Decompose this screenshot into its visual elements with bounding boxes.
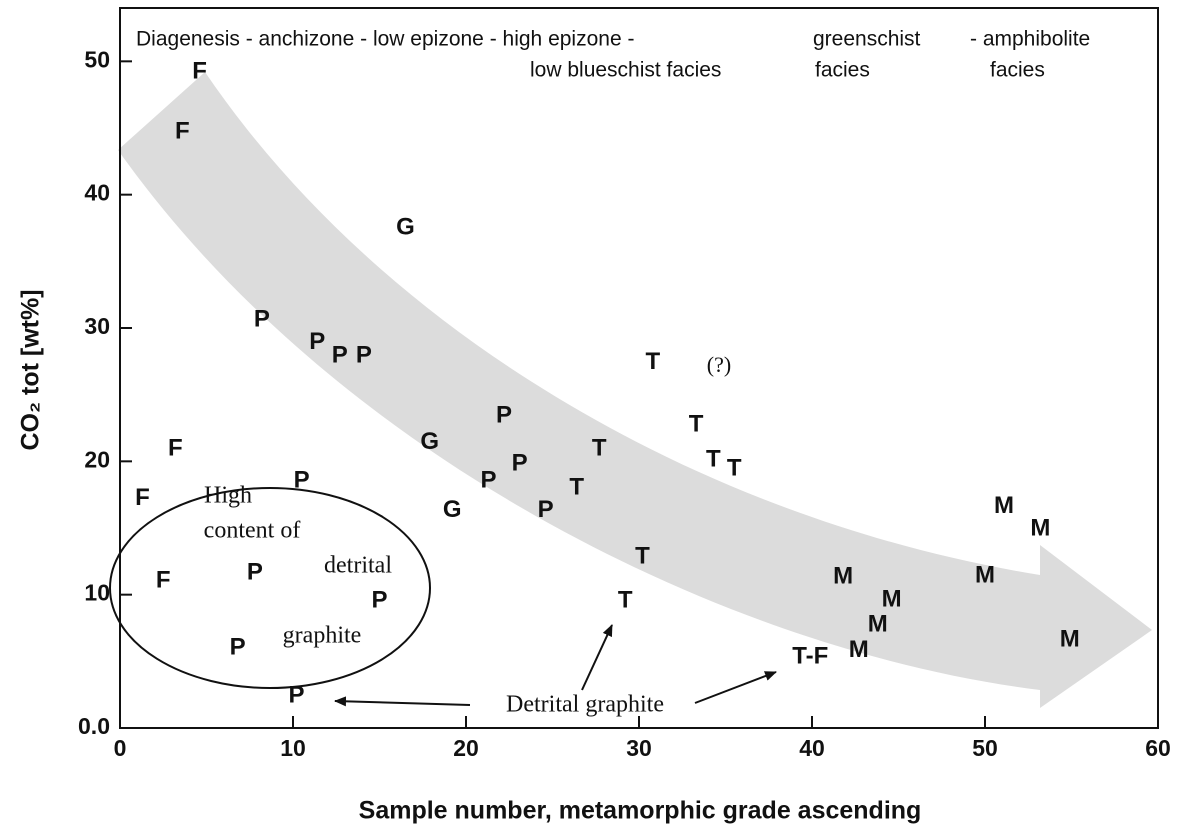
- point-marker: F: [192, 57, 207, 84]
- annotation: High: [204, 483, 252, 509]
- point-marker: M: [849, 636, 869, 663]
- point-marker: T: [569, 473, 584, 500]
- y-tick-label: 50: [84, 46, 110, 72]
- point-marker: P: [480, 467, 496, 494]
- annotation: detrital: [324, 553, 392, 579]
- graphite-ellipse: [109, 487, 431, 689]
- annotation: (?): [707, 352, 731, 377]
- point-marker: G: [420, 428, 439, 455]
- point-marker: P: [254, 305, 270, 332]
- point-marker: P: [356, 341, 372, 368]
- pointer-arrow: [334, 696, 471, 707]
- point-marker: F: [135, 484, 150, 511]
- point-marker: F: [168, 435, 183, 462]
- y-tick-label: 30: [84, 313, 110, 339]
- point-marker: T: [689, 411, 704, 438]
- point-marker: P: [332, 341, 348, 368]
- annotation: greenschist: [813, 28, 921, 51]
- y-tick-label: 20: [84, 446, 110, 472]
- y-tick-label: 0.0: [78, 713, 110, 739]
- point-marker: T: [592, 435, 607, 462]
- point-marker: T: [706, 445, 721, 472]
- annotation: - amphibolite: [970, 28, 1090, 51]
- pointer-arrow: [581, 624, 613, 691]
- point-marker: M: [994, 492, 1014, 519]
- y-tick-label: 10: [84, 580, 110, 606]
- point-marker: P: [309, 328, 325, 355]
- point-marker: M: [975, 561, 995, 588]
- point-marker: P: [512, 449, 528, 476]
- y-axis-label: CO₂ tot [wt%]: [17, 289, 45, 450]
- x-tick-label: 0: [114, 735, 127, 761]
- point-marker: M: [1030, 515, 1050, 542]
- point-marker: F: [156, 567, 171, 594]
- annotation: low blueschist facies: [530, 59, 721, 82]
- pointer-arrow: [694, 671, 777, 704]
- x-tick-label: 50: [972, 735, 998, 761]
- point-marker: P: [294, 467, 310, 494]
- x-tick-label: 10: [280, 735, 306, 761]
- x-tick-label: 60: [1145, 735, 1171, 761]
- point-marker: P: [538, 496, 554, 523]
- point-marker: P: [496, 401, 512, 428]
- point-marker: T: [635, 543, 650, 570]
- point-marker: G: [396, 213, 415, 240]
- annotation: facies: [990, 59, 1045, 82]
- point-marker: T: [646, 348, 661, 375]
- point-marker: P: [288, 681, 304, 708]
- point-marker: T: [727, 455, 742, 482]
- x-axis-label: Sample number, metamorphic grade ascendi…: [359, 797, 922, 825]
- x-tick-label: 30: [626, 735, 652, 761]
- point-marker: M: [1060, 625, 1080, 652]
- annotation: graphite: [283, 623, 362, 649]
- point-marker: T-F: [792, 643, 828, 670]
- annotation: Detrital graphite: [506, 692, 664, 718]
- point-marker: P: [371, 587, 387, 614]
- x-tick-label: 40: [799, 735, 825, 761]
- point-marker: M: [882, 585, 902, 612]
- point-marker: P: [230, 633, 246, 660]
- x-tick-label: 20: [453, 735, 479, 761]
- annotation: facies: [815, 59, 870, 82]
- annotation: Diagenesis - anchizone - low epizone - h…: [136, 28, 634, 51]
- y-tick-label: 40: [84, 180, 110, 206]
- point-marker: T: [618, 587, 633, 614]
- point-marker: M: [868, 611, 888, 638]
- annotation: content of: [204, 518, 301, 544]
- point-marker: P: [247, 559, 263, 586]
- point-marker: F: [175, 117, 190, 144]
- point-marker: M: [833, 563, 853, 590]
- point-marker: G: [443, 496, 462, 523]
- trend-arrow: [118, 72, 1152, 708]
